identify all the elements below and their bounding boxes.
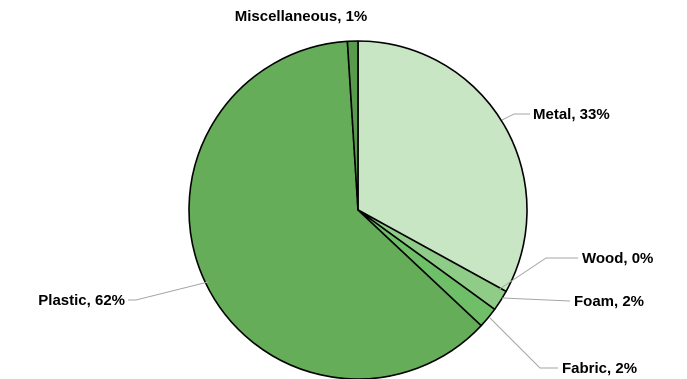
slice-label-foam: Foam, 2% [574,293,644,310]
leader-line-foam [501,297,571,302]
leader-lines [128,113,578,369]
leader-line-wood [497,257,578,291]
slice-label-plastic: Plastic, 62% [38,292,125,309]
leader-line-metal [501,113,530,121]
leader-line-plastic [128,281,209,301]
pie-slice-miscellaneous [346,40,359,211]
pie-slice-plastic [188,40,482,379]
slice-label-miscellaneous: Miscellaneous, 1% [235,8,368,25]
slice-label-fabric: Fabric, 2% [562,360,637,377]
slice-labels: Miscellaneous, 1% Metal, 33% Wood, 0% Fo… [38,8,653,377]
leader-line-fabric [489,317,558,369]
pie-slices [188,40,528,379]
slice-label-metal: Metal, 33% [533,106,610,123]
slice-label-wood: Wood, 0% [582,250,653,267]
pie-slice-metal [357,40,528,293]
